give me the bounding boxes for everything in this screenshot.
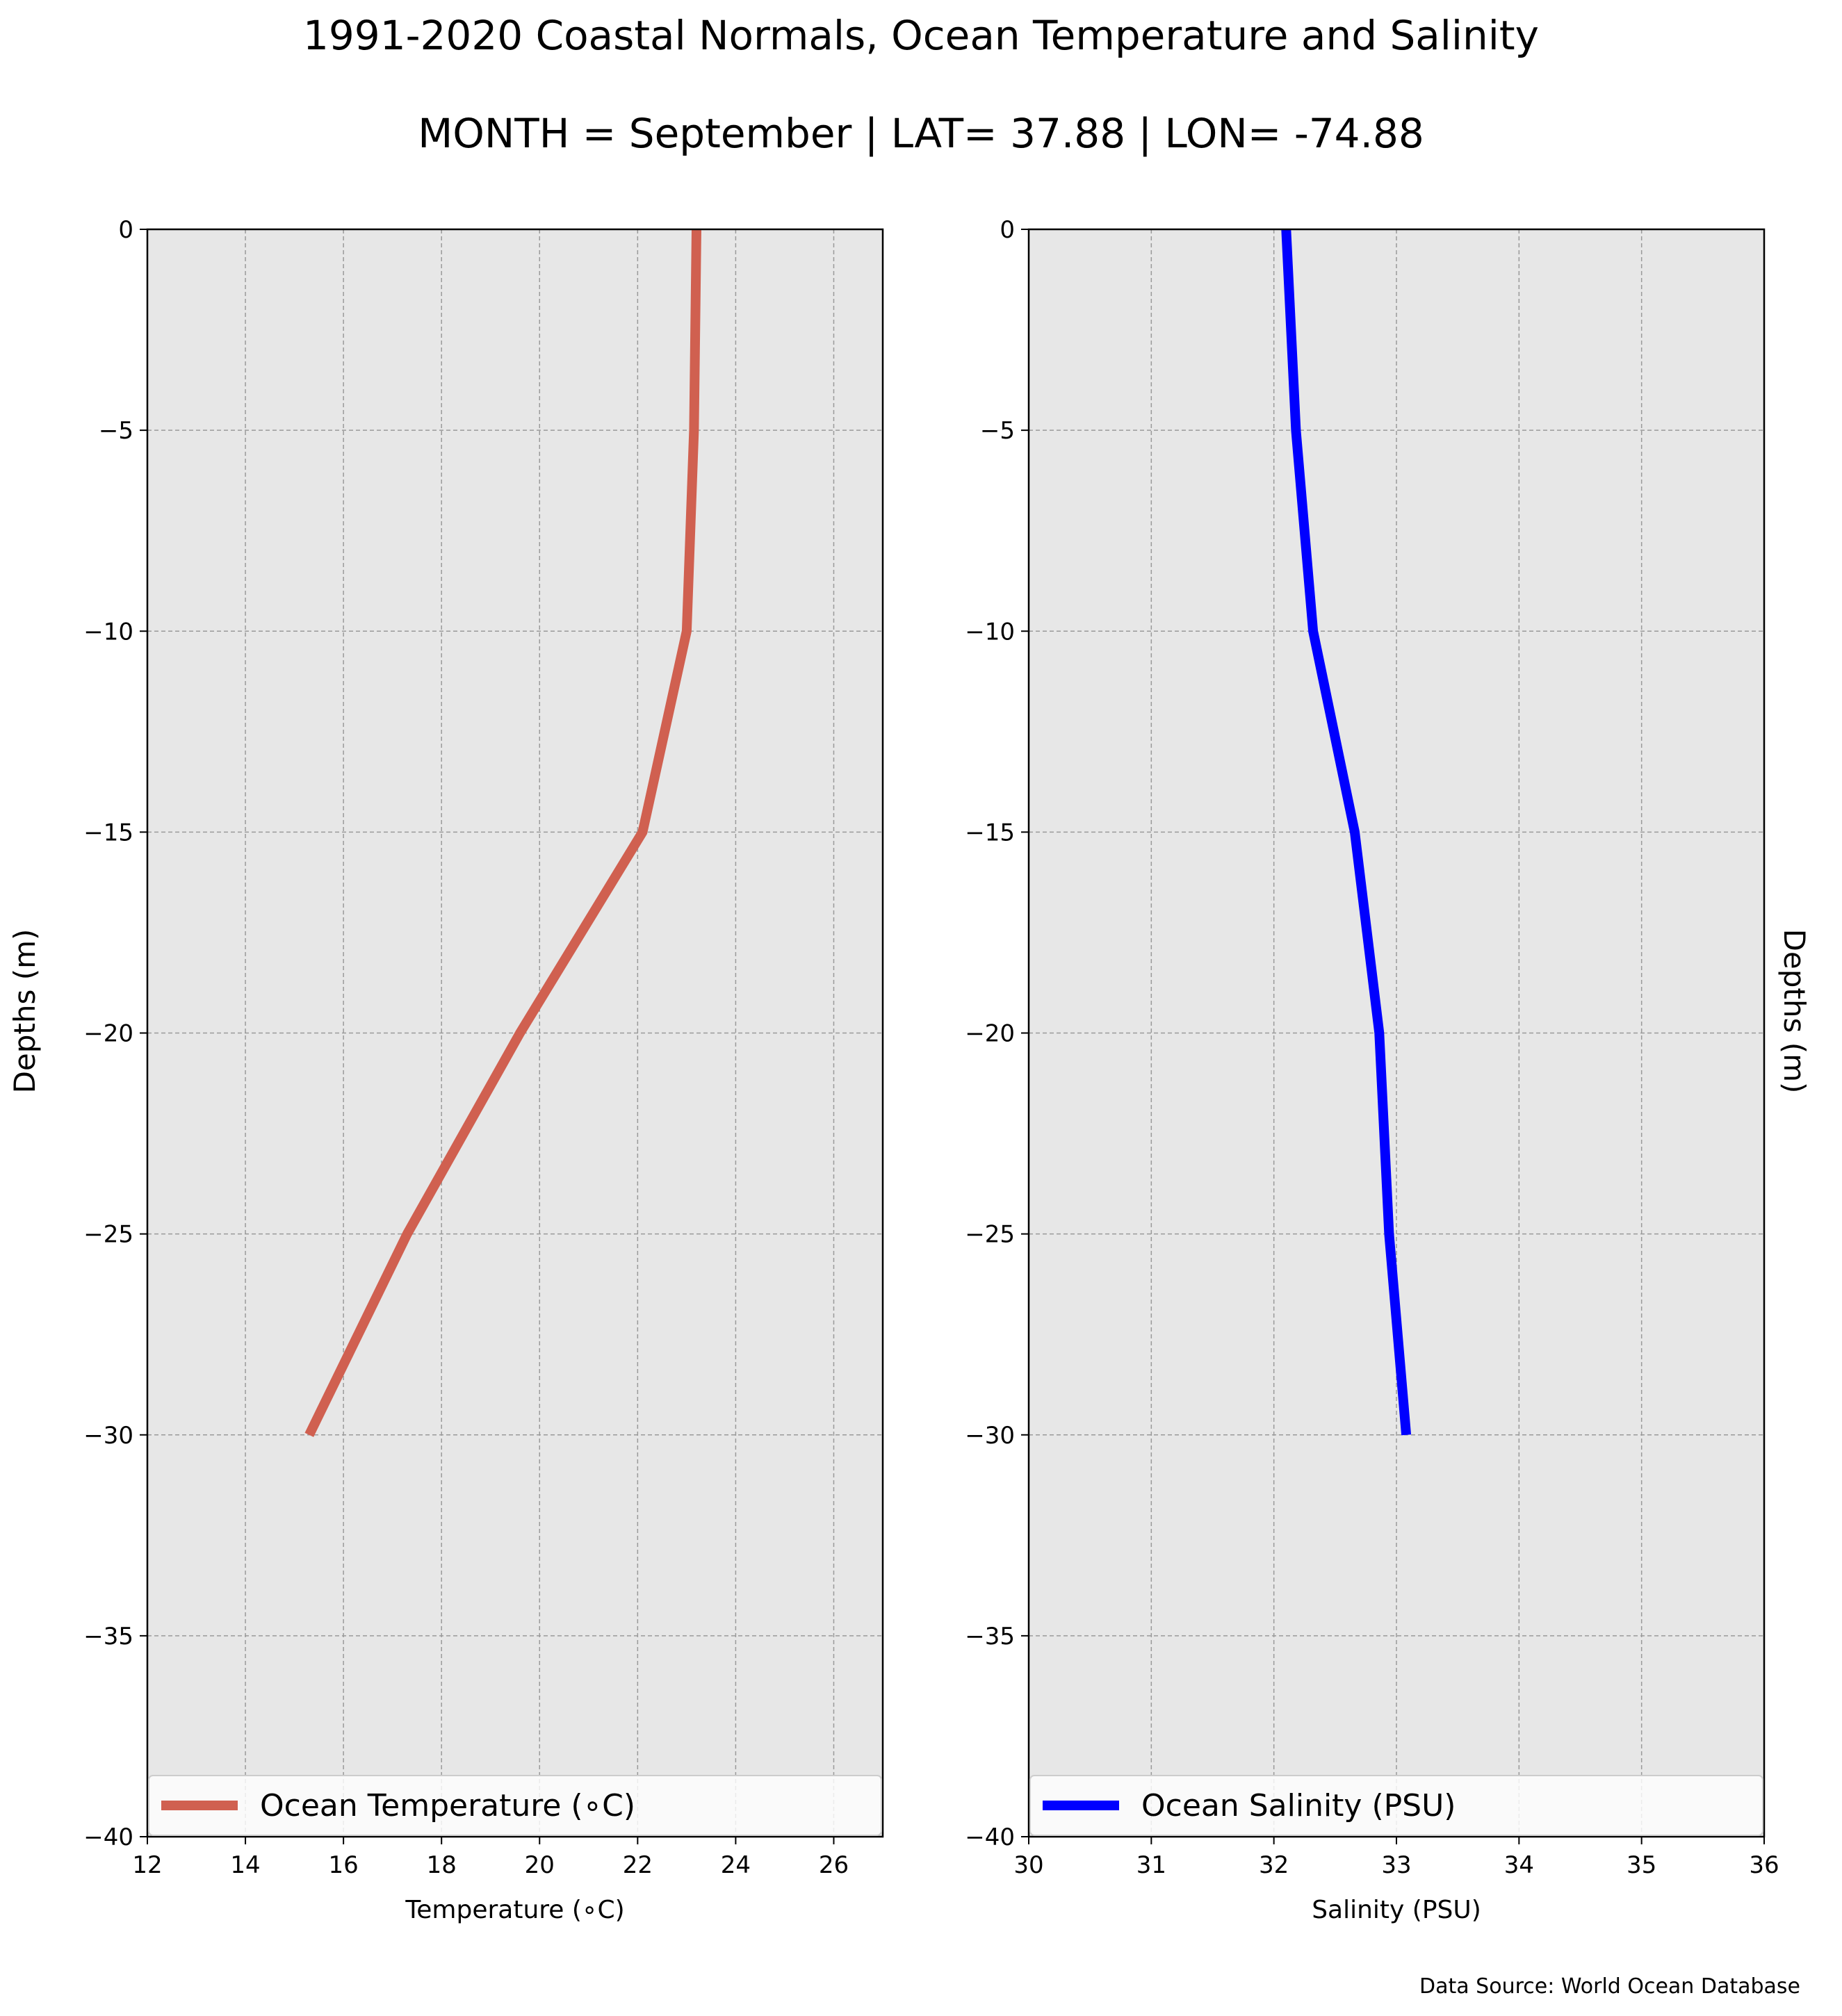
legend: Ocean Salinity (PSU) — [1029, 1775, 1763, 1836]
x-tick-label: 30 — [1013, 1851, 1043, 1879]
y-tick-label: −30 — [965, 1422, 1015, 1450]
data-point — [686, 630, 687, 632]
legend-box — [148, 1775, 882, 1836]
y-tick-label: −15 — [965, 819, 1015, 846]
legend-label: Ocean Temperature (∘C) — [260, 1788, 635, 1824]
x-tick-label: 34 — [1504, 1851, 1534, 1879]
x-tick-label: 22 — [623, 1851, 653, 1879]
y-tick-label: −35 — [965, 1623, 1015, 1650]
y-tick-label: 0 — [1000, 216, 1015, 244]
y-tick-label: −5 — [99, 417, 133, 445]
x-tick-label: 33 — [1381, 1851, 1411, 1879]
data-point — [1312, 630, 1314, 632]
x-tick-label: 20 — [525, 1851, 555, 1879]
left-y-axis-label: Depths (m) — [8, 929, 42, 1094]
legend-label: Ocean Salinity (PSU) — [1141, 1788, 1456, 1824]
y-tick-label: −25 — [83, 1221, 133, 1249]
temperature-panel: 12 14 16 18 20 22 24 26 0 −5 −10 −15 −20 −25 −30 −35 −40… — [83, 216, 884, 1924]
x-tick-label: 18 — [427, 1851, 457, 1879]
y-tick-label: −25 — [965, 1221, 1015, 1249]
y-tick-label: −5 — [980, 417, 1015, 445]
y-tick-label: −40 — [965, 1824, 1015, 1851]
plot-frame — [1027, 228, 1766, 1838]
x-tick-label: 31 — [1136, 1851, 1166, 1879]
x-tick-label: 32 — [1259, 1851, 1289, 1879]
y-tick-label: −20 — [83, 1020, 133, 1048]
legend-box — [1029, 1775, 1763, 1836]
y-tick-label: −30 — [83, 1422, 133, 1450]
data-point — [1405, 1434, 1407, 1436]
data-point — [642, 831, 643, 833]
y-tick-label: −10 — [83, 618, 133, 646]
x-axis-label: Temperature (∘C) — [405, 1896, 624, 1924]
x-tick-label: 35 — [1627, 1851, 1656, 1879]
x-axis-label: Salinity (PSU) — [1312, 1896, 1481, 1924]
figure-subtitle: MONTH = September | LAT= 37.88 | LON= -7… — [418, 110, 1424, 157]
plot-area — [1029, 229, 1764, 1837]
y-tick-label: −40 — [83, 1824, 133, 1851]
y-tick-label: −15 — [83, 819, 133, 846]
right-y-axis-label: Depths (m) — [1777, 929, 1811, 1094]
y-tick-label: −35 — [83, 1623, 133, 1650]
x-tick-label: 36 — [1749, 1851, 1779, 1879]
x-tick-label: 26 — [819, 1851, 849, 1879]
y-tick-label: −20 — [965, 1020, 1015, 1048]
x-tick-label: 16 — [329, 1851, 359, 1879]
x-tick-label: 14 — [230, 1851, 260, 1879]
x-tick-label: 12 — [132, 1851, 162, 1879]
legend: Ocean Temperature (∘C) — [148, 1775, 882, 1836]
y-tick-label: 0 — [118, 216, 133, 244]
figure-title: 1991-2020 Coastal Normals, Ocean Tempera… — [303, 12, 1539, 59]
plot-frame — [146, 228, 884, 1838]
salinity-panel: 30 31 32 33 34 35 36 0 −5 −10 −15 −20 −25 −30 −35 −40 Oc… — [965, 216, 1779, 1924]
x-tick-label: 24 — [721, 1851, 751, 1879]
y-tick-label: −10 — [965, 618, 1015, 646]
data-source-note: Data Source: World Ocean Database — [1419, 1974, 1800, 1999]
